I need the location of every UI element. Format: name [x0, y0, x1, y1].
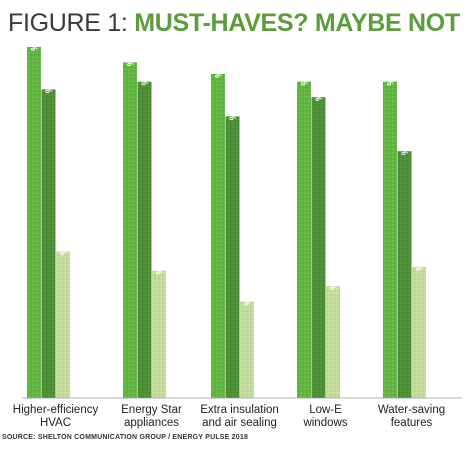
bars-group: 91% 80% 38% 87% 82% 33% 84% 73% 25% 82% 78% 29% 82% 6… — [27, 33, 426, 399]
category-label-5-line2: features — [391, 417, 433, 429]
category-label-2-line2: appliances — [124, 417, 179, 429]
bar-series3-cat1 — [56, 251, 70, 398]
value-label-series2-cat3: 73% — [228, 102, 238, 120]
bar-series1-cat5 — [383, 81, 397, 398]
bar-series3-cat2 — [152, 270, 166, 398]
bar-series3-cat4 — [326, 286, 340, 398]
value-label-series3-cat3: 25% — [242, 288, 252, 306]
category-label-4-line2: windows — [302, 417, 347, 429]
bar-series1-cat1 — [27, 47, 41, 398]
bar-series1-cat4 — [297, 81, 311, 398]
value-label-series3-cat5: 34% — [414, 253, 424, 271]
value-label-series3-cat2: 33% — [154, 257, 164, 275]
source-note: SOURCE: SHELTON COMMUNICATION GROUP / EN… — [2, 434, 249, 441]
bar-series3-cat3 — [240, 301, 254, 398]
value-label-series1-cat1: 91% — [29, 33, 39, 51]
value-label-series3-cat1: 38% — [58, 237, 68, 255]
value-label-series1-cat3: 84% — [213, 60, 223, 78]
chart-title: FIGURE 1: MUST-HAVES? MAYBE NOT — [8, 8, 460, 38]
bar-series1-cat2 — [123, 62, 137, 399]
category-label-5-line1: Water-saving — [378, 404, 445, 416]
bar-series3-cat5 — [412, 266, 426, 398]
bar-series2-cat1 — [41, 89, 56, 398]
value-label-series1-cat4: 82% — [299, 68, 309, 86]
bar-series2-cat3 — [225, 116, 240, 398]
bar-series2-cat4 — [311, 97, 326, 399]
bar-series2-cat2 — [137, 81, 152, 398]
category-label-3-line1: Extra insulation — [200, 404, 279, 416]
bar-series2-cat5 — [397, 151, 412, 398]
title-prefix: FIGURE 1: — [8, 9, 128, 37]
bar-series1-cat3 — [211, 74, 225, 398]
category-label-4-line1: Low-E — [309, 404, 342, 416]
value-label-series2-cat1: 80% — [44, 75, 54, 93]
title-main: MUST-HAVES? MAYBE NOT — [134, 9, 460, 37]
value-label-series1-cat5: 82% — [385, 68, 395, 86]
category-label-1-line1: Higher-efficiency — [13, 404, 99, 416]
category-label-3-line2: and air sealing — [202, 417, 277, 429]
value-label-series1-cat2: 87% — [125, 48, 135, 66]
value-label-series2-cat4: 78% — [314, 83, 324, 101]
value-label-series2-cat5: 64% — [400, 137, 410, 155]
value-label-series2-cat2: 82% — [140, 68, 150, 86]
category-label-1-line2: HVAC — [40, 417, 71, 429]
category-label-2-line1: Energy Star — [121, 404, 182, 416]
value-label-series3-cat4: 29% — [328, 272, 338, 290]
